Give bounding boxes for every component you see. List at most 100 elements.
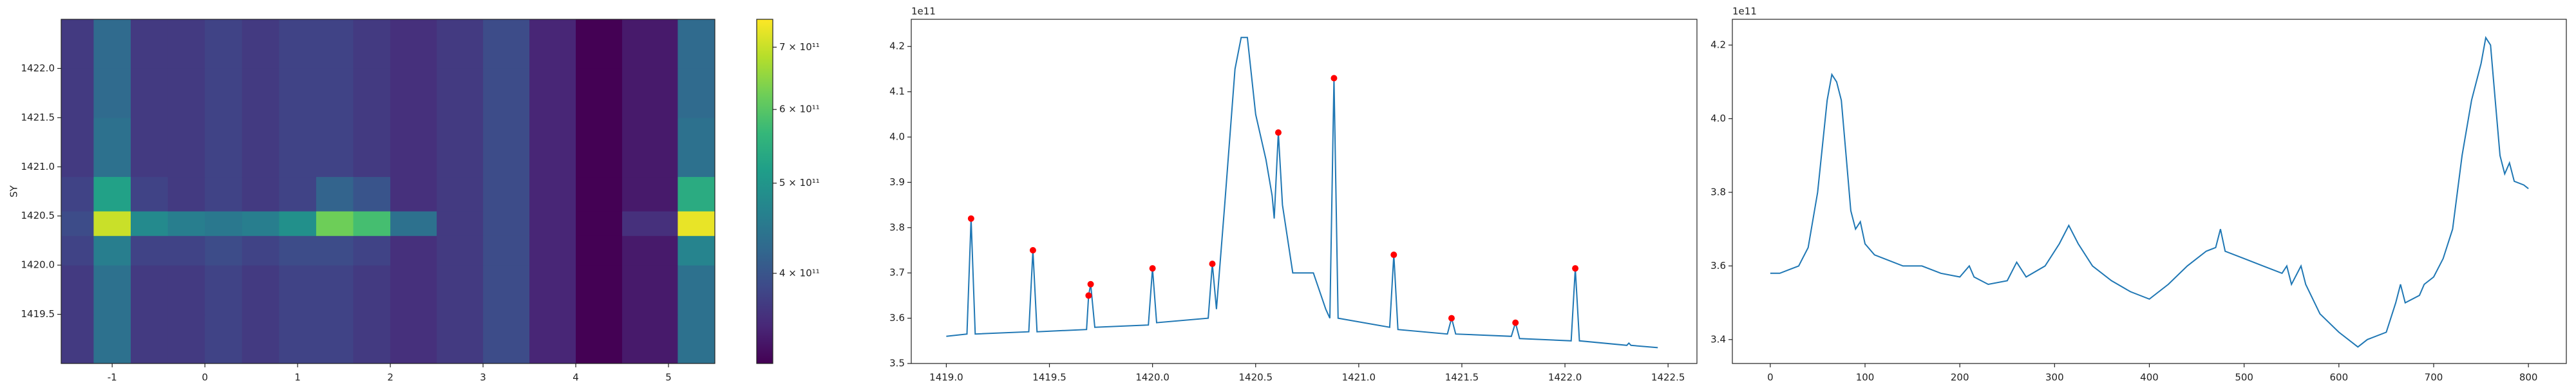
heatmap-cell	[437, 176, 484, 212]
heatmap-cell	[279, 265, 317, 315]
x-tick-label: 1419.0	[929, 372, 963, 383]
heatmap-cell	[61, 19, 94, 69]
heatmap-cell	[483, 265, 530, 315]
heatmap-cell	[316, 19, 354, 69]
heatmap-cell	[353, 19, 391, 69]
y-offset-label: 1e11	[1732, 6, 1757, 17]
x-tick-label: 1420.0	[1135, 372, 1170, 383]
heatmap-cell	[279, 19, 317, 69]
data-line	[946, 37, 1658, 349]
peak-marker	[1087, 280, 1094, 288]
heatmap-cell	[529, 211, 576, 236]
y-tick-label: 3.6	[1710, 260, 1726, 271]
heatmap-cell	[622, 265, 678, 315]
y-tick-label: 4.2	[889, 41, 905, 52]
heatmap-cell	[130, 211, 169, 236]
heatmap-cell	[167, 117, 205, 178]
y-tick-label: 3.6	[889, 312, 905, 324]
heatmap-cell	[483, 117, 530, 178]
x-tick-label: 700	[2425, 372, 2443, 383]
x-tick-label: 500	[2235, 372, 2253, 383]
plot-frame	[1732, 19, 2567, 364]
y-tick-label: 3.5	[889, 358, 905, 369]
colorbar-tick-label: 6 × 10¹¹	[779, 104, 820, 115]
peak-marker	[1029, 247, 1036, 254]
heatmap-cell	[93, 68, 131, 118]
heatmap-cell	[279, 235, 317, 266]
heatmap-cell	[93, 314, 131, 364]
heatmap-cell	[353, 235, 391, 266]
x-tick-label: 600	[2329, 372, 2348, 383]
x-tick-label: 200	[1951, 372, 1969, 383]
heatmap-cell	[205, 68, 243, 118]
heatmap-cell	[167, 176, 205, 212]
x-tick-label: 1421.0	[1342, 372, 1376, 383]
heatmap-cell	[576, 117, 623, 178]
peak-marker	[1448, 315, 1455, 322]
y-offset-label: 1e11	[911, 6, 936, 17]
peak-marker	[1085, 292, 1092, 299]
heatmap-cell	[353, 176, 391, 212]
heatmap-cell	[353, 117, 391, 178]
heatmap-cell	[205, 211, 243, 236]
x-tick-label: 0	[1767, 372, 1774, 383]
heatmap-cell	[61, 211, 94, 236]
heatmap-cell	[390, 176, 437, 212]
heatmap-cell	[205, 265, 243, 315]
heatmap-cell	[61, 235, 94, 266]
heatmap-cell	[483, 68, 530, 118]
heatmap-cell	[316, 68, 354, 118]
x-tick-label: 1422.0	[1548, 372, 1582, 383]
peak-marker	[967, 215, 974, 222]
heatmap-cell	[576, 314, 623, 364]
y-tick-label: 1421.0	[21, 161, 55, 172]
heatmap-cell	[353, 314, 391, 364]
heatmap-cell	[205, 19, 243, 69]
heatmap-cell	[437, 265, 484, 315]
heatmap-cell	[576, 68, 623, 118]
heatmap-cell	[242, 211, 279, 236]
heatmap-cell	[316, 211, 354, 236]
heatmap-cell	[130, 117, 169, 178]
x-tick-label: 4	[573, 372, 579, 383]
colorbar-tick-label: 4 × 10¹¹	[779, 267, 820, 279]
heatmap-cell	[316, 314, 354, 364]
x-tick-label: 100	[1856, 372, 1875, 383]
heatmap-cell	[529, 68, 576, 118]
y-tick-label: 3.4	[1710, 333, 1726, 345]
heatmap-cell	[316, 235, 354, 266]
heatmap-cell	[529, 265, 576, 315]
y-tick-label: 1420.5	[21, 210, 55, 221]
heatmap-cell	[390, 211, 437, 236]
heatmap-cell	[437, 117, 484, 178]
heatmap-cell	[353, 211, 391, 236]
heatmap-cell	[279, 117, 317, 178]
heatmap-cell	[93, 235, 131, 266]
peak-marker	[1149, 265, 1156, 272]
heatmap-cell	[677, 235, 715, 266]
peak-marker	[1572, 265, 1579, 272]
heatmap-cell	[167, 314, 205, 364]
heatmap-cell	[437, 314, 484, 364]
heatmap-cell	[390, 117, 437, 178]
heatmap-cell	[279, 68, 317, 118]
peak-marker	[1390, 252, 1397, 259]
heatmap-cell	[93, 117, 131, 178]
heatmap-cell	[437, 235, 484, 266]
x-tick-label: 400	[2140, 372, 2159, 383]
heatmap-cell	[279, 211, 317, 236]
heatmap-cell	[622, 68, 678, 118]
heatmap-cell	[677, 265, 715, 315]
heatmap-cell	[437, 211, 484, 236]
heatmap-cell	[316, 117, 354, 178]
heatmap-cell	[61, 314, 94, 364]
heatmap-cell	[576, 235, 623, 266]
heatmap-cell	[61, 117, 94, 178]
x-tick-label: -1	[108, 372, 117, 383]
heatmap-cell	[242, 265, 279, 315]
heatmap-cell	[390, 19, 437, 69]
peak-marker	[1331, 75, 1338, 82]
x-tick-label: 300	[2045, 372, 2064, 383]
y-tick-label: 3.7	[889, 267, 905, 279]
